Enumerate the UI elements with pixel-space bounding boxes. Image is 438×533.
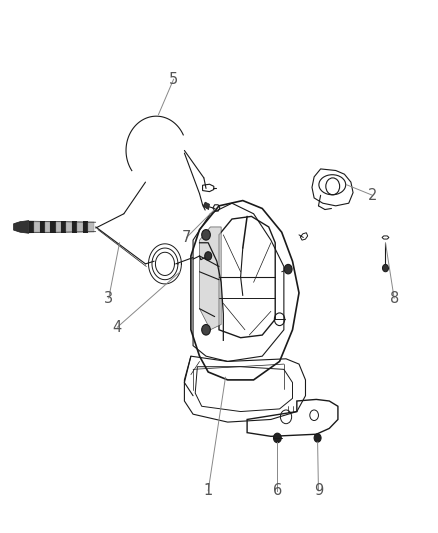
Circle shape: [314, 434, 321, 442]
Text: 6: 6: [273, 483, 282, 498]
Bar: [61, 221, 66, 233]
Bar: [66, 222, 72, 232]
Bar: [45, 222, 50, 232]
Bar: [83, 221, 88, 233]
Circle shape: [284, 264, 292, 274]
Text: 9: 9: [314, 483, 323, 498]
Text: 7: 7: [182, 230, 191, 245]
Circle shape: [382, 264, 389, 272]
Bar: [77, 222, 83, 232]
Polygon shape: [203, 202, 209, 209]
Bar: [39, 221, 45, 233]
Text: 8: 8: [389, 290, 399, 305]
Circle shape: [273, 433, 281, 443]
Circle shape: [202, 230, 210, 240]
Bar: [34, 222, 39, 232]
Bar: [88, 222, 94, 232]
Bar: [29, 221, 34, 233]
Bar: [56, 222, 61, 232]
Text: 5: 5: [169, 72, 178, 87]
Circle shape: [205, 252, 212, 260]
Text: 4: 4: [113, 320, 122, 335]
Polygon shape: [14, 221, 29, 233]
Circle shape: [202, 325, 210, 335]
Text: 2: 2: [368, 188, 377, 203]
Text: 3: 3: [104, 290, 113, 305]
Polygon shape: [200, 227, 221, 330]
Bar: [72, 221, 77, 233]
Bar: [50, 221, 56, 233]
Text: 1: 1: [204, 483, 213, 498]
